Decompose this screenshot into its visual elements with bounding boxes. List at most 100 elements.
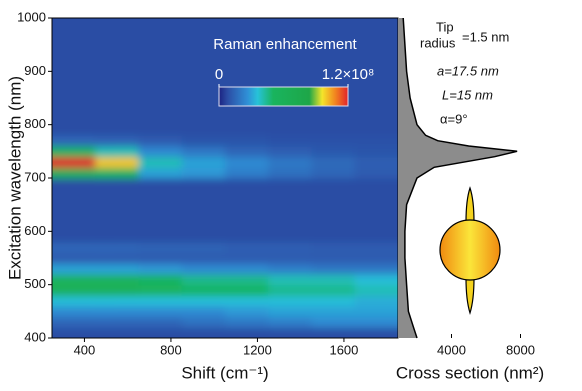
heatmap-cell — [181, 306, 226, 318]
heatmap-cell — [181, 199, 226, 211]
heatmap-cell — [138, 60, 183, 72]
heatmap-cell — [95, 114, 140, 126]
heatmap-cell — [181, 231, 226, 243]
heatmap-cell — [354, 124, 398, 136]
heatmap-cell — [268, 210, 313, 222]
heatmap-cell — [95, 156, 140, 168]
heatmap-cell — [52, 327, 114, 338]
heatmap-cell — [95, 210, 140, 222]
heatmap-cell — [268, 167, 313, 179]
heatmap-cell — [52, 199, 114, 211]
heatmap-cell — [181, 39, 226, 51]
heatmap-cell — [225, 135, 269, 147]
heatmap-cell — [181, 242, 226, 254]
heatmap-cell — [225, 316, 269, 328]
tip-shape — [439, 186, 501, 316]
heatmap-cell — [138, 252, 183, 264]
heatmap-cell — [311, 39, 356, 51]
heatmap-cell — [354, 18, 398, 30]
heatmap-cell — [138, 114, 183, 126]
heatmap-cell — [138, 306, 183, 318]
colorbar-tick-label: 1.2×10⁸ — [322, 66, 375, 83]
heatmap-cell — [354, 50, 398, 62]
heatmap-cell — [225, 274, 269, 286]
x-axis-label: Shift (cm⁻¹) — [181, 363, 268, 382]
colorbar — [218, 86, 349, 107]
heatmap-cell — [354, 188, 398, 200]
annotation: radius — [420, 35, 456, 50]
heatmap-cell — [225, 231, 269, 243]
heatmap-cell — [354, 28, 398, 40]
heatmap-cell — [52, 167, 114, 179]
heatmap-cell — [181, 135, 226, 147]
heatmap-cell — [354, 114, 398, 126]
heatmap-cell — [52, 210, 114, 222]
heatmap-cell — [311, 306, 356, 318]
heatmap-cell — [311, 146, 356, 158]
x-tick-label: 8000 — [506, 342, 535, 357]
heatmap-cell — [138, 39, 183, 51]
heatmap-cell — [311, 135, 356, 147]
heatmap-cell — [52, 92, 114, 104]
heatmap-cell — [181, 284, 226, 296]
x-tick-label: 1200 — [243, 342, 272, 357]
heatmap-cell — [52, 316, 114, 328]
heatmap-cell — [354, 103, 398, 115]
heatmap-cell — [354, 284, 398, 296]
heatmap-cell — [138, 92, 183, 104]
heatmap-cell — [95, 28, 140, 40]
heatmap-cell — [181, 210, 226, 222]
annotation: α=9° — [440, 111, 468, 126]
heatmap-cell — [311, 231, 356, 243]
heatmap-cell — [138, 327, 183, 338]
colorbar-tick-label: 0 — [215, 66, 223, 83]
heatmap-cell — [225, 178, 269, 190]
heatmap-cell — [311, 188, 356, 200]
annotation: L=15 nm — [442, 87, 493, 102]
heatmap-cell — [181, 178, 226, 190]
x-tick-label: 4000 — [437, 342, 466, 357]
heatmap-cell — [181, 263, 226, 275]
heatmap-cell — [95, 146, 140, 158]
y-tick-label: 600 — [24, 223, 46, 238]
heatmap-cell — [311, 114, 356, 126]
heatmap-cell — [354, 220, 398, 232]
heatmap-cell — [52, 231, 114, 243]
heatmap-cell — [52, 156, 114, 168]
heatmap-cell — [138, 178, 183, 190]
heatmap-cell — [225, 295, 269, 307]
heatmap-cell — [268, 39, 313, 51]
heatmap-cell — [311, 60, 356, 72]
annotation: Tip — [436, 19, 454, 34]
heatmap-cell — [225, 28, 269, 40]
heatmap-cell — [311, 167, 356, 179]
heatmap-cell — [95, 242, 140, 254]
heatmap-cell — [52, 82, 114, 94]
heatmap-cell — [138, 50, 183, 62]
heatmap-cell — [354, 92, 398, 104]
x-tick-label: 1600 — [329, 342, 358, 357]
y-tick-label: 400 — [24, 329, 46, 344]
heatmap-cell — [225, 156, 269, 168]
heatmap-cell — [311, 220, 356, 232]
heatmap-cell — [52, 178, 114, 190]
heatmap-cell — [311, 28, 356, 40]
heatmap-cell — [311, 274, 356, 286]
heatmap-cell — [181, 103, 226, 115]
heatmap-cell — [311, 156, 356, 168]
y-tick-label: 1000 — [17, 9, 46, 24]
heatmap-cell — [95, 135, 140, 147]
heatmap-cell — [268, 156, 313, 168]
heatmap-cell — [268, 220, 313, 232]
heatmap-cell — [225, 263, 269, 275]
line — [402, 17, 518, 339]
heatmap-cell — [225, 167, 269, 179]
heatmap-cell — [181, 114, 226, 126]
heatmap-cell — [95, 188, 140, 200]
heatmap-cell — [95, 39, 140, 51]
heatmap-cell — [52, 50, 114, 62]
heatmap-cell — [138, 295, 183, 307]
heatmap-cell — [138, 103, 183, 115]
heatmap-cell — [95, 252, 140, 264]
